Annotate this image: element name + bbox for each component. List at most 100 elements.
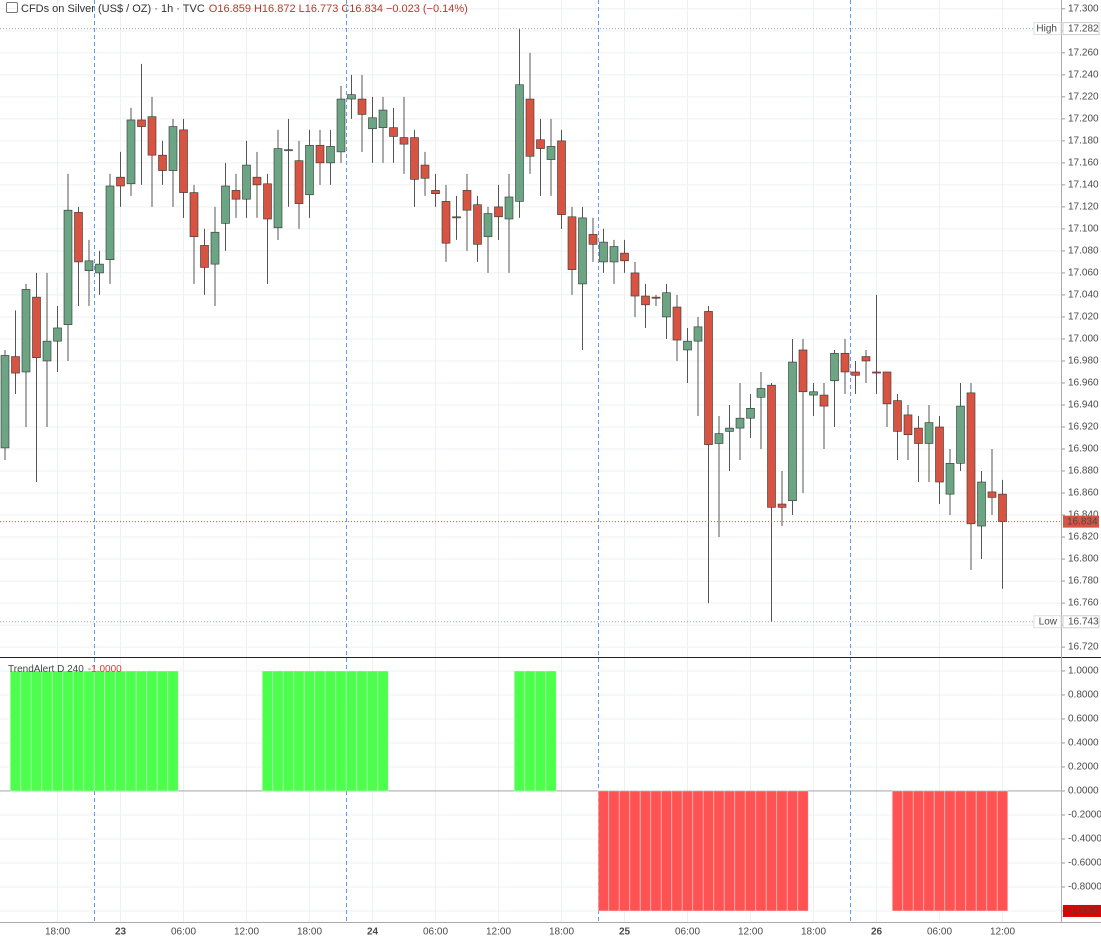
bar	[156, 670, 169, 792]
candle-body	[525, 98, 535, 157]
y-tick-label: 17.240	[1068, 69, 1099, 80]
candle-body	[179, 129, 188, 193]
bar	[681, 790, 694, 912]
bar	[272, 670, 284, 792]
bar	[51, 670, 64, 792]
candle-body	[851, 371, 860, 376]
candle-body	[882, 371, 892, 405]
candle-body	[819, 394, 829, 407]
bar	[639, 790, 652, 912]
bar	[755, 790, 767, 912]
bar	[986, 790, 998, 912]
y-tick-label: 16.880	[1068, 466, 1099, 477]
indicator-legend: TrendAlert D 240 -1.0000	[8, 664, 122, 675]
candle-body	[977, 481, 986, 527]
bar	[702, 790, 715, 912]
candle-body	[105, 185, 115, 261]
y-tick-label: 16.820	[1068, 532, 1099, 543]
y-tick-label: 16.960	[1068, 378, 1099, 389]
y-tick-label: 0.6000	[1068, 714, 1099, 725]
x-tick-label: 23	[115, 927, 127, 938]
bar	[167, 670, 179, 792]
y-tick-label: 0.0000	[1068, 786, 1099, 797]
bar	[618, 790, 631, 912]
bar	[723, 790, 736, 912]
y-tick-label: 17.140	[1068, 180, 1099, 191]
y-tick-label: -0.2000	[1068, 810, 1101, 821]
candle-body	[441, 201, 451, 244]
candle-body	[872, 371, 881, 374]
candle-body	[21, 289, 31, 373]
bar	[933, 790, 946, 912]
price-line-value: 17.282	[1068, 23, 1099, 34]
candle-body	[809, 391, 818, 396]
ohlc-value: L16.773	[298, 3, 339, 15]
bar	[975, 790, 988, 912]
x-tick-label: 06:00	[927, 927, 952, 938]
ohlc-value: O16.859	[208, 3, 251, 15]
bar	[303, 670, 316, 792]
candle-body	[168, 126, 178, 171]
bar	[9, 670, 22, 792]
y-tick-label: 17.180	[1068, 136, 1099, 147]
bar	[377, 670, 389, 792]
price-line-name: Low	[1039, 616, 1058, 627]
bar	[891, 790, 904, 912]
bar	[293, 670, 305, 792]
candle-body	[798, 349, 808, 393]
bar	[324, 670, 337, 792]
change-value: −0.023	[385, 3, 420, 15]
y-tick-label: 16.980	[1068, 356, 1099, 367]
candle-body	[284, 149, 293, 152]
bar	[597, 790, 610, 912]
candle-body	[221, 185, 230, 224]
y-tick-label: 17.060	[1068, 268, 1099, 279]
candle-body	[861, 356, 871, 362]
candle-body	[158, 154, 167, 171]
candle-body	[326, 146, 335, 164]
candle-body	[189, 192, 199, 237]
candle-body	[924, 422, 934, 444]
candle-body	[620, 252, 629, 262]
candle-body	[473, 204, 482, 245]
price-line-tag	[1062, 22, 1100, 36]
candle-body	[536, 139, 545, 149]
y-tick-label: 17.100	[1068, 224, 1099, 235]
bar	[524, 670, 536, 792]
candle-body	[63, 209, 73, 325]
candle-body	[42, 340, 52, 362]
candle-body	[672, 306, 682, 341]
candle-body	[0, 355, 10, 449]
candle-body	[389, 127, 398, 137]
candle-body	[893, 400, 902, 432]
y-tick-label: 17.020	[1068, 312, 1099, 323]
candle-body	[693, 326, 703, 342]
candle-body	[399, 137, 409, 145]
candle-body	[452, 216, 461, 219]
candle-body	[116, 176, 125, 187]
bar	[650, 790, 662, 912]
y-tick-label: 16.780	[1068, 576, 1099, 587]
y-tick-label: 17.220	[1068, 91, 1099, 102]
candle-body	[95, 263, 104, 274]
candle-body	[147, 116, 157, 156]
candle-body	[903, 414, 913, 435]
candle-body	[641, 295, 650, 306]
bar	[104, 670, 116, 792]
x-tick-label: 06:00	[423, 927, 448, 938]
bar	[965, 790, 977, 912]
candle-body	[557, 140, 566, 215]
bar	[996, 790, 1009, 912]
candle-body	[515, 84, 524, 202]
candle-body	[11, 356, 20, 374]
candle-body	[263, 183, 272, 220]
x-tick-label: 12:00	[234, 927, 259, 938]
bar	[20, 670, 32, 792]
bar	[671, 790, 683, 912]
candle-body	[725, 427, 734, 432]
candle-body	[746, 407, 755, 419]
candle-body	[914, 427, 923, 444]
candle-body	[200, 245, 209, 268]
bar	[608, 790, 620, 912]
candle-body	[651, 296, 661, 299]
